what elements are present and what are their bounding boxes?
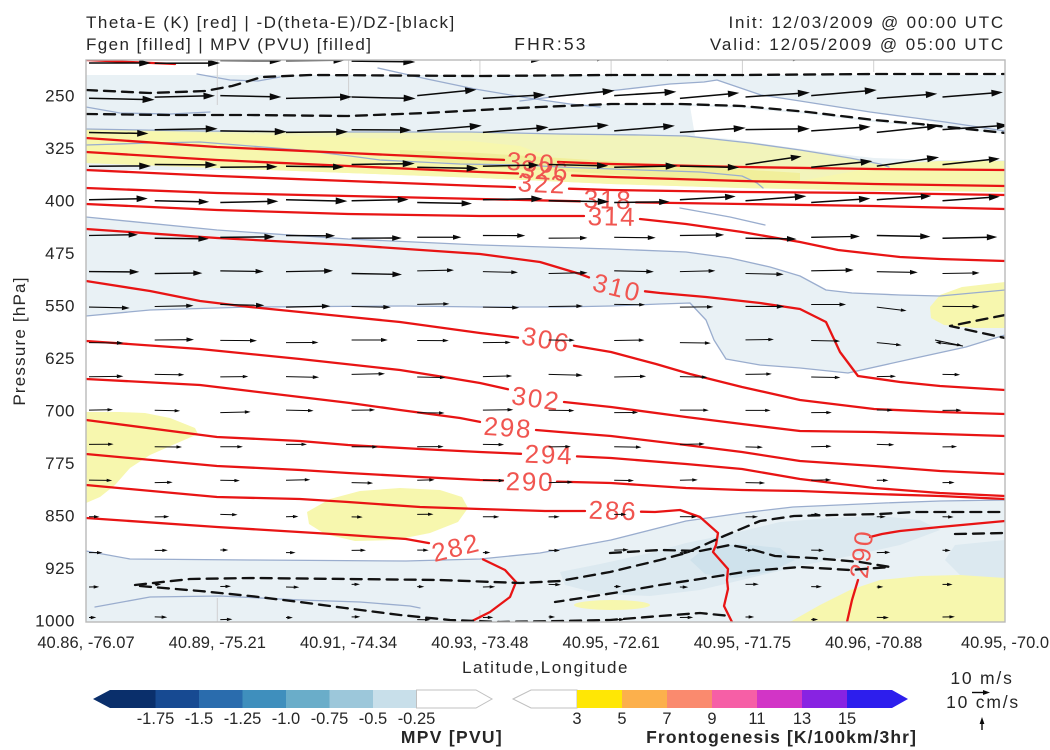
- svg-text:-0.5: -0.5: [359, 710, 387, 728]
- svg-text:-0.25: -0.25: [398, 710, 436, 728]
- svg-text:-1.5: -1.5: [185, 710, 213, 728]
- svg-text:-1.25: -1.25: [224, 710, 262, 728]
- svg-text:-0.75: -0.75: [311, 710, 349, 728]
- svg-text:314: 314: [587, 201, 636, 232]
- svg-text:400: 400: [45, 192, 75, 211]
- svg-text:550: 550: [45, 297, 75, 316]
- svg-text:475: 475: [45, 244, 75, 263]
- svg-text:3: 3: [572, 710, 581, 728]
- svg-text:15: 15: [838, 710, 856, 728]
- svg-text:625: 625: [45, 349, 75, 368]
- svg-text:318: 318: [583, 184, 633, 216]
- svg-text:40.95, -72.61: 40.95, -72.61: [563, 634, 660, 652]
- svg-text:40.86, -76.07: 40.86, -76.07: [37, 634, 134, 652]
- svg-text:290: 290: [505, 466, 554, 497]
- svg-text:286: 286: [588, 495, 638, 527]
- svg-text:298: 298: [483, 411, 534, 444]
- svg-text:-1.0: -1.0: [272, 710, 300, 728]
- svg-text:Init: 12/03/2009 @ 00:00 UTC: Init: 12/03/2009 @ 00:00 UTC: [728, 13, 1005, 32]
- svg-text:322: 322: [517, 167, 567, 200]
- svg-text:Frontogenesis [K/100km/3hr]: Frontogenesis [K/100km/3hr]: [646, 727, 917, 747]
- svg-text:FHR:53: FHR:53: [514, 34, 588, 54]
- svg-text:325: 325: [45, 139, 75, 158]
- svg-text:775: 775: [45, 454, 75, 473]
- svg-text:7: 7: [662, 710, 671, 728]
- svg-text:330: 330: [506, 146, 557, 179]
- svg-text:Theta-E (K) [red] | -D(theta-E: Theta-E (K) [red] | -D(theta-E)/DZ-[blac…: [86, 13, 456, 32]
- svg-text:Fgen [filled] | MPV (PVU) [fil: Fgen [filled] | MPV (PVU) [filled]: [86, 35, 372, 54]
- svg-text:925: 925: [45, 559, 75, 578]
- svg-text:40.96, -70.88: 40.96, -70.88: [825, 634, 922, 652]
- svg-text:40.89, -75.21: 40.89, -75.21: [169, 634, 266, 652]
- svg-text:Pressure [hPa]: Pressure [hPa]: [10, 276, 29, 405]
- svg-text:13: 13: [793, 710, 811, 728]
- svg-text:40.93, -73.48: 40.93, -73.48: [431, 634, 528, 652]
- svg-text:40.95, -70.0: 40.95, -70.0: [961, 634, 1049, 652]
- svg-text:850: 850: [45, 507, 75, 526]
- svg-text:1000: 1000: [35, 612, 75, 631]
- svg-text:5: 5: [617, 710, 626, 728]
- svg-text:9: 9: [707, 710, 716, 728]
- svg-text:Valid: 12/05/2009 @ 05:00 UTC: Valid: 12/05/2009 @ 05:00 UTC: [710, 35, 1005, 54]
- svg-text:11: 11: [748, 710, 765, 728]
- svg-text:10 cm/s: 10 cm/s: [946, 692, 1020, 712]
- svg-text:250: 250: [45, 87, 75, 106]
- svg-text:-1.75: -1.75: [137, 710, 175, 728]
- svg-text:290: 290: [844, 528, 880, 580]
- svg-text:40.91, -74.34: 40.91, -74.34: [300, 634, 397, 652]
- svg-text:Latitude,Longitude: Latitude,Longitude: [462, 658, 629, 677]
- svg-text:40.95, -71.75: 40.95, -71.75: [694, 634, 791, 652]
- svg-text:MPV [PVU]: MPV [PVU]: [401, 727, 503, 747]
- svg-text:10 m/s: 10 m/s: [950, 668, 1013, 688]
- svg-text:294: 294: [524, 439, 574, 471]
- svg-text:326: 326: [520, 154, 571, 187]
- svg-text:700: 700: [45, 402, 75, 421]
